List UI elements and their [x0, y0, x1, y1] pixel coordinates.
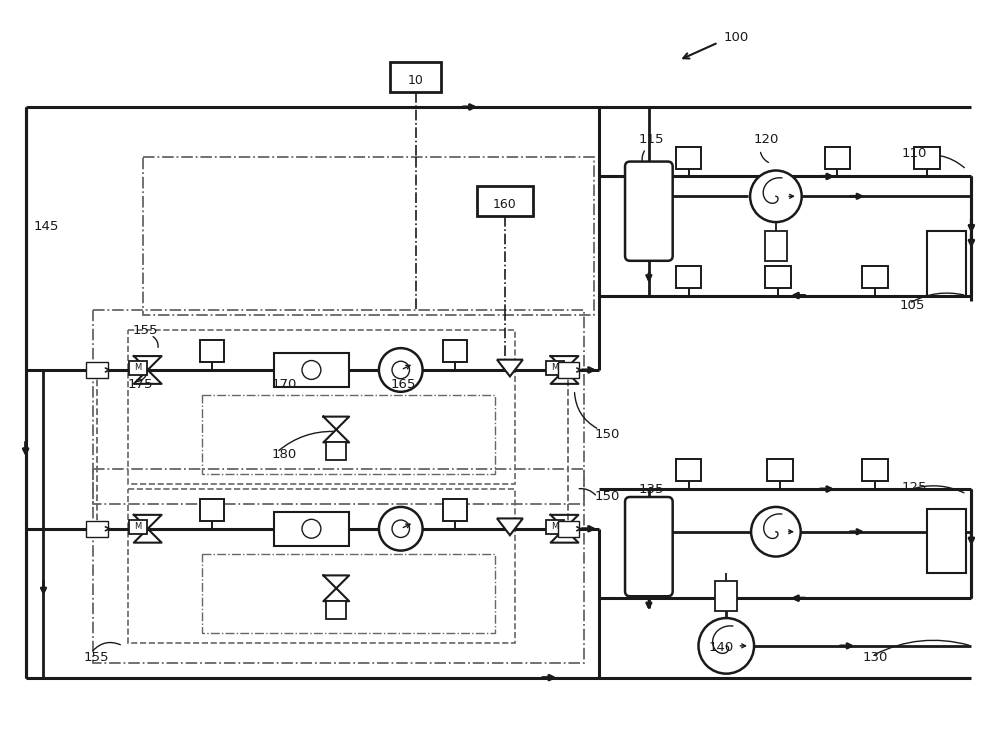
- Bar: [202, 395, 495, 474]
- Bar: [927, 231, 966, 296]
- Bar: [477, 187, 533, 216]
- Text: 125: 125: [902, 481, 927, 493]
- Bar: [558, 520, 579, 537]
- Circle shape: [751, 507, 801, 556]
- Polygon shape: [497, 518, 523, 535]
- Text: 105: 105: [900, 299, 925, 312]
- Text: 150: 150: [594, 490, 620, 504]
- Bar: [443, 340, 467, 362]
- Bar: [128, 489, 515, 643]
- FancyBboxPatch shape: [625, 497, 673, 597]
- Circle shape: [698, 618, 754, 673]
- Bar: [129, 520, 147, 534]
- Text: 115: 115: [639, 133, 664, 146]
- Circle shape: [392, 520, 409, 537]
- Bar: [200, 340, 224, 362]
- Bar: [326, 442, 346, 460]
- Circle shape: [302, 519, 321, 538]
- Text: 145: 145: [34, 220, 59, 233]
- Bar: [862, 266, 888, 288]
- Bar: [443, 499, 467, 520]
- Text: 160: 160: [493, 198, 517, 211]
- Circle shape: [379, 348, 423, 392]
- Text: 140: 140: [708, 641, 734, 654]
- Text: 175: 175: [128, 378, 153, 392]
- Bar: [765, 266, 791, 288]
- Bar: [927, 509, 966, 573]
- Bar: [200, 499, 224, 520]
- Bar: [546, 361, 564, 375]
- Circle shape: [302, 361, 321, 379]
- Text: 135: 135: [639, 482, 664, 496]
- Circle shape: [379, 507, 423, 550]
- Text: 155: 155: [133, 324, 158, 337]
- Text: 150: 150: [594, 428, 620, 441]
- Bar: [129, 361, 147, 375]
- Bar: [202, 553, 495, 633]
- Bar: [862, 459, 888, 481]
- Bar: [128, 330, 515, 484]
- Bar: [274, 353, 349, 386]
- FancyBboxPatch shape: [625, 162, 673, 261]
- Bar: [326, 601, 346, 619]
- Text: M: M: [551, 522, 558, 531]
- Text: 10: 10: [408, 74, 424, 86]
- Bar: [715, 581, 737, 611]
- Bar: [546, 520, 564, 534]
- Bar: [143, 157, 594, 315]
- Text: 120: 120: [754, 133, 779, 146]
- Bar: [390, 62, 441, 92]
- Bar: [274, 512, 349, 545]
- Bar: [767, 459, 793, 481]
- Polygon shape: [497, 359, 523, 376]
- Text: 180: 180: [272, 448, 297, 461]
- Circle shape: [750, 171, 802, 222]
- Bar: [676, 266, 701, 288]
- Bar: [676, 459, 701, 481]
- Text: 170: 170: [272, 378, 297, 392]
- Bar: [93, 469, 584, 662]
- Text: M: M: [134, 364, 141, 373]
- Text: M: M: [551, 364, 558, 373]
- Bar: [825, 146, 850, 168]
- Circle shape: [392, 361, 409, 378]
- Bar: [558, 362, 579, 378]
- Text: 110: 110: [902, 147, 927, 160]
- Bar: [765, 231, 787, 261]
- Text: M: M: [134, 522, 141, 531]
- Text: 165: 165: [391, 378, 416, 392]
- Bar: [86, 362, 108, 378]
- Text: 155: 155: [83, 651, 109, 664]
- Text: 130: 130: [862, 651, 888, 664]
- Bar: [86, 520, 108, 537]
- Bar: [676, 146, 701, 168]
- Text: 100: 100: [723, 31, 749, 44]
- Bar: [914, 146, 940, 168]
- Bar: [93, 310, 584, 504]
